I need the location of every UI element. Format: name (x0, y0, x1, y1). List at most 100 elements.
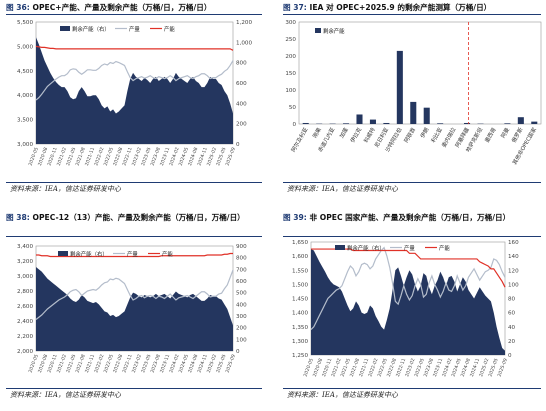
x-category-label: 伊朗 (418, 126, 430, 139)
legend-swatch-spare (58, 251, 68, 256)
spare-capacity-area (36, 37, 233, 144)
y-right-tick-label: 800 (236, 61, 247, 67)
legend-label-spare: 剩余产能（右） (347, 244, 385, 252)
capacity-line (36, 252, 233, 258)
chart-title: 图 36: OPEC+产能、产量及剩余产能（万桶/日，万桶/日） (6, 2, 262, 13)
chart-opec-12: 2,000 2,200 2,400 2,600 2,800 3,000 3,200 3,400… (17, 244, 247, 374)
y-right-tick-label: 600 (236, 279, 247, 285)
x-category-label: 其他非OPEC国家 (510, 125, 538, 166)
y-left-tick-label: 1,400 (292, 311, 308, 317)
y-right-tick-label: 1,000 (236, 40, 252, 46)
source-note: 资料来源：IEA，信达证券研发中心 (287, 391, 398, 399)
y-tick-label: 300 (285, 20, 296, 26)
legend-swatch-spare (315, 28, 321, 33)
y-left-tick-label: 3,200 (17, 259, 33, 265)
y-tick-label: 200 (285, 54, 296, 60)
chart-opec-plus: 3,000 3,500 4,000 4,500 5,000 5,500 0 200 400 600… (17, 20, 252, 167)
figure-title: OPEC+产能、产量及剩余产能（万桶/日，万桶/日） (32, 3, 212, 12)
chart-title: 图 38: OPEC-12（13）产能、产量及剩余产能（万桶/日，万桶/日） (6, 212, 262, 223)
x-category-label: 科威特 (362, 125, 377, 144)
legend-swatch-spare (335, 245, 345, 250)
panel-opec-12: 图 38: OPEC-12（13）产能、产量及剩余产能（万桶/日，万桶/日） 2… (0, 210, 265, 411)
y-right-tick-label: 300 (236, 314, 247, 320)
plot-frame (298, 21, 542, 125)
source-rule (283, 388, 541, 389)
figure-label: 图 37: (283, 3, 307, 12)
legend-label-production: 产量 (404, 244, 415, 252)
bar (504, 123, 511, 124)
y-tick-label: 0 (292, 122, 296, 128)
y-left-tick-label: 1,300 (292, 339, 308, 345)
x-category-label: 利比亚 (429, 125, 444, 144)
bar (356, 114, 363, 124)
capacity-line (35, 45, 234, 51)
figure-title: OPEC-12（13）产能、产量及剩余产能（万桶/日，万桶/日） (32, 213, 245, 222)
figure-label: 图 39: (283, 213, 307, 222)
x-category-label: 阿尔及利亚 (289, 125, 310, 153)
panel-non-opec: 图 39: 非 OPEC 国家产能、产量及剩余产能（万桶/日，万桶/日） 1,2… (279, 210, 546, 411)
y-tick-label: 250 (285, 37, 296, 43)
panel-spare-by-country: 图 37: IEA 对 OPEC+2025.9 的剩余产能测算（万桶/日） 0 5… (279, 0, 546, 200)
spare-capacity-area (311, 249, 505, 355)
bar (369, 119, 376, 124)
y-left-tick-label: 2,800 (17, 289, 33, 295)
source-rule (6, 182, 262, 183)
y-right-tick-label: 120 (508, 268, 519, 274)
y-left-tick-label: 1,600 (292, 254, 308, 260)
source-note: 资料来源：IEA，信达证券研发中心 (287, 185, 398, 193)
y-right-tick-label: 400 (236, 101, 247, 107)
y-right-tick-label: 0 (236, 142, 240, 148)
y-left-tick-label: 4,000 (17, 93, 33, 99)
figure-label: 图 38: (6, 213, 30, 222)
x-category-label: 伊拉克 (348, 125, 363, 144)
bar (383, 122, 390, 124)
y-right-tick-label: 700 (236, 267, 247, 273)
x-category-label: 阿曼 (499, 125, 512, 139)
x-category-label: 加蓬 (337, 125, 350, 139)
y-left-tick-label: 2,000 (17, 349, 33, 355)
figure-title: 非 OPEC 国家产能、产量及剩余产能（万桶/日，万桶/日） (309, 213, 511, 222)
production-line (310, 246, 506, 331)
y-left-tick-label: 1,350 (292, 325, 308, 331)
x-category-label: 刚果 (311, 125, 324, 139)
legend-label-capacity: 产能 (439, 244, 450, 252)
bar (343, 123, 350, 124)
y-right-tick-label: 400 (236, 302, 247, 308)
bar (437, 123, 444, 124)
y-right-tick-label: 100 (236, 337, 247, 343)
y-right-tick-label: 160 (508, 240, 519, 246)
x-category-label: 墨西哥 (484, 126, 498, 144)
title-rule (6, 14, 262, 15)
legend-label-capacity: 产能 (162, 250, 173, 258)
y-right-tick-label: 200 (236, 326, 247, 332)
legend-label-spare: 剩余产能（右） (70, 250, 108, 258)
y-left-tick-label: 3,000 (17, 274, 33, 280)
figure-title: IEA 对 OPEC+2025.9 的剩余产能测算（万桶/日） (309, 3, 492, 12)
title-rule (283, 236, 541, 237)
y-left-tick-label: 4,500 (17, 69, 33, 75)
y-right-tick-label: 200 (236, 122, 247, 128)
y-right-tick-label: 80 (508, 297, 516, 303)
y-left-tick-label: 1,450 (292, 297, 308, 303)
y-right-tick-label: 900 (236, 244, 247, 250)
bar (410, 101, 417, 124)
production-line (35, 269, 234, 320)
y-right-tick-label: 600 (236, 81, 247, 87)
production-line (35, 60, 234, 101)
y-tick-label: 50 (289, 105, 297, 111)
y-left-tick-label: 1,550 (292, 268, 308, 274)
bar (531, 121, 538, 124)
legend-label-capacity: 产能 (164, 25, 175, 33)
source-note: 资料来源：IEA，信达证券研发中心 (10, 391, 121, 399)
y-left-tick-label: 2,600 (17, 304, 33, 310)
legend-label-spare: 剩余产能 (323, 27, 345, 35)
y-tick-label: 100 (285, 88, 296, 94)
y-left-tick-label: 3,500 (17, 118, 33, 124)
bar (464, 122, 471, 124)
bar (517, 117, 524, 124)
bar (396, 50, 403, 124)
y-left-tick-label: 3,400 (17, 244, 33, 250)
y-right-tick-label: 0 (236, 349, 240, 355)
x-category-label: 阿联酋 (402, 125, 417, 144)
